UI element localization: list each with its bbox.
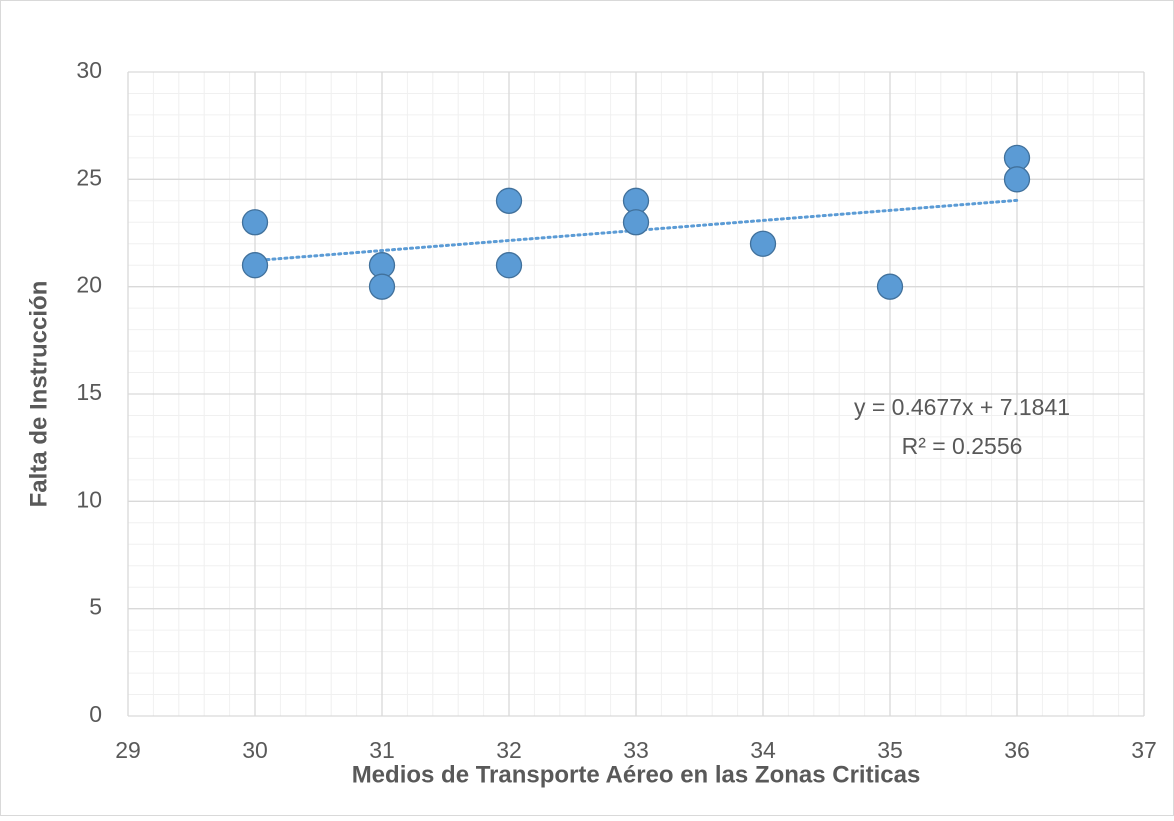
trend-equation: y = 0.4677x + 7.1841 <box>854 394 1070 420</box>
x-tick-label: 36 <box>1004 737 1030 763</box>
x-tick-label: 29 <box>115 737 141 763</box>
y-tick-label: 10 <box>76 486 102 512</box>
point <box>622 209 650 236</box>
point <box>1003 166 1031 193</box>
point <box>241 209 269 236</box>
y-tick-label: 25 <box>76 164 102 190</box>
y-tick-label: 30 <box>76 57 102 83</box>
x-axis-title: Medios de Transporte Aéreo en las Zonas … <box>352 761 921 788</box>
point <box>749 230 777 257</box>
y-tick-label: 0 <box>89 701 102 727</box>
trend-r2: R² = 0.2556 <box>902 433 1023 459</box>
y-tick-label: 20 <box>76 272 102 298</box>
x-tick-label: 34 <box>750 737 776 763</box>
major-grid <box>127 71 1145 717</box>
x-tick-label: 31 <box>369 737 395 763</box>
trendline <box>253 198 1019 263</box>
x-tick-label: 33 <box>623 737 649 763</box>
x-tick-label: 30 <box>242 737 268 763</box>
point <box>495 187 523 214</box>
x-tick-label: 37 <box>1131 737 1157 763</box>
point <box>368 273 396 300</box>
point <box>876 273 904 300</box>
y-tick-label: 15 <box>76 379 102 405</box>
point <box>241 252 269 279</box>
point <box>495 252 523 279</box>
y-tick-label: 5 <box>89 594 102 620</box>
x-tick-label: 35 <box>877 737 903 763</box>
y-axis-title: Falta de Instrucción <box>25 281 52 508</box>
x-tick-label: 32 <box>496 737 522 763</box>
